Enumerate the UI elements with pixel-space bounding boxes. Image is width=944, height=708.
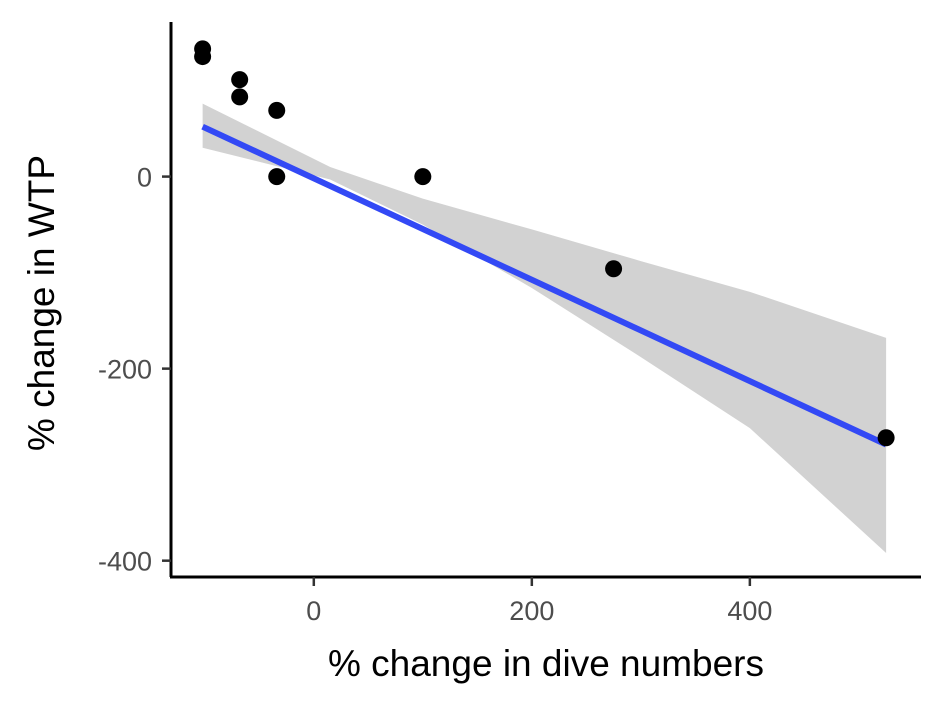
data-point [877,429,895,447]
data-point [231,88,249,106]
data-point [268,101,286,119]
x-axis-title: % change in dive numbers [328,643,764,684]
confidence-band-layer [202,103,887,553]
x-tick-label: 200 [509,596,554,626]
data-point [231,71,249,89]
x-tick-label: 0 [306,596,321,626]
confidence-band [202,103,887,553]
regression-line [201,123,888,448]
y-tick-label: -400 [98,547,152,577]
data-point [268,168,286,186]
y-tick-label: -200 [98,355,152,385]
data-points-layer [194,40,895,447]
y-tick-label: 0 [137,163,152,193]
data-point [194,48,212,66]
axes-layer [169,22,921,579]
x-tick-label: 400 [727,596,772,626]
fit-line-layer [201,123,888,448]
data-point [414,168,432,186]
data-point [605,260,623,278]
y-axis-title: % change in WTP [21,155,62,451]
ticks-layer: 0 200 400 -400 -200 0 [98,163,772,626]
